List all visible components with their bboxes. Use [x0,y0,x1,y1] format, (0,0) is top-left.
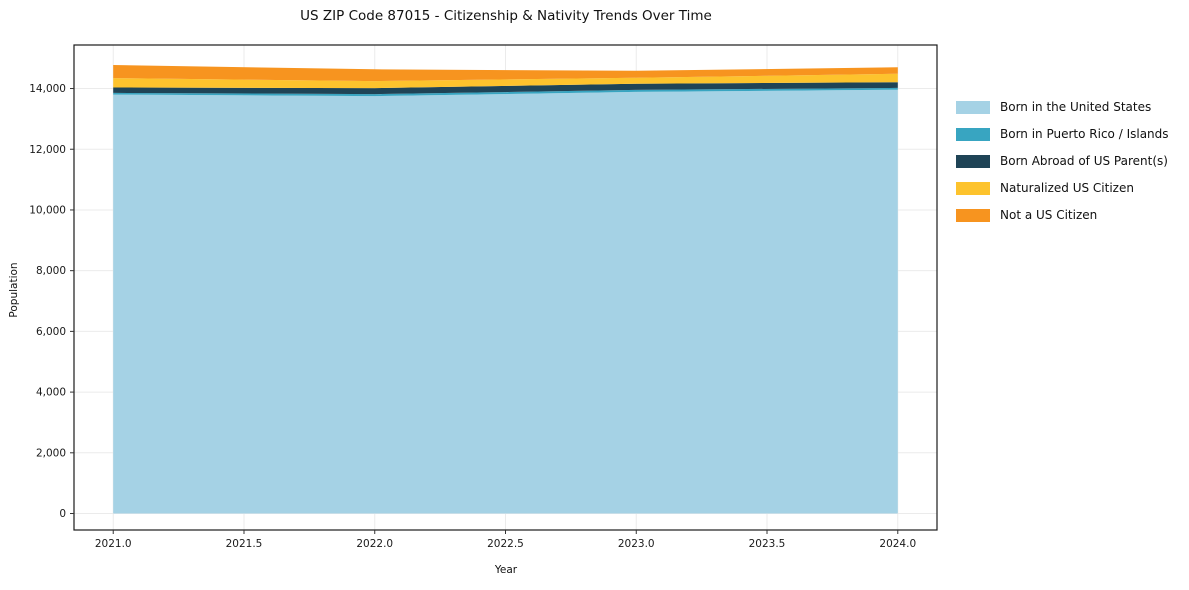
legend-swatch [956,128,990,141]
y-tick-label: 2,000 [36,447,66,459]
legend-label: Born in Puerto Rico / Islands [1000,127,1169,141]
x-tick-label: 2021.5 [226,538,263,550]
y-tick-label: 14,000 [29,83,66,95]
y-tick-label: 4,000 [36,387,66,399]
legend-label: Not a US Citizen [1000,208,1098,222]
legend-swatch [956,101,990,114]
legend-item: Not a US Citizen [956,209,1169,222]
x-tick-label: 2022.0 [356,538,393,550]
x-tick-label: 2023.0 [618,538,655,550]
legend-item: Born Abroad of US Parent(s) [956,155,1169,168]
x-tick-label: 2021.0 [95,538,132,550]
legend-swatch [956,155,990,168]
y-tick-label: 8,000 [36,265,66,277]
x-axis-label: Year [494,564,518,576]
chart-title: US ZIP Code 87015 - Citizenship & Nativi… [300,8,712,24]
x-tick-label: 2024.0 [879,538,916,550]
legend-label: Born in the United States [1000,100,1152,114]
legend: Born in the United States Born in Puerto … [956,101,1169,222]
y-tick-label: 0 [59,508,66,520]
legend-item: Naturalized US Citizen [956,182,1169,195]
y-tick-label: 10,000 [29,205,66,217]
x-tick-label: 2022.5 [487,538,524,550]
legend-label: Born Abroad of US Parent(s) [1000,154,1168,168]
legend-label: Naturalized US Citizen [1000,181,1134,195]
area-series-3 [113,73,898,89]
y-tick-label: 6,000 [36,326,66,338]
legend-swatch [956,182,990,195]
legend-item: Born in Puerto Rico / Islands [956,128,1169,141]
y-tick-label: 12,000 [29,144,66,156]
area-series-0 [113,89,898,514]
y-axis-label: Population [8,262,20,318]
legend-swatch [956,209,990,222]
area-series-2 [113,82,898,95]
x-tick-label: 2023.5 [749,538,786,550]
area-series-4 [113,65,898,82]
legend-item: Born in the United States [956,101,1169,114]
